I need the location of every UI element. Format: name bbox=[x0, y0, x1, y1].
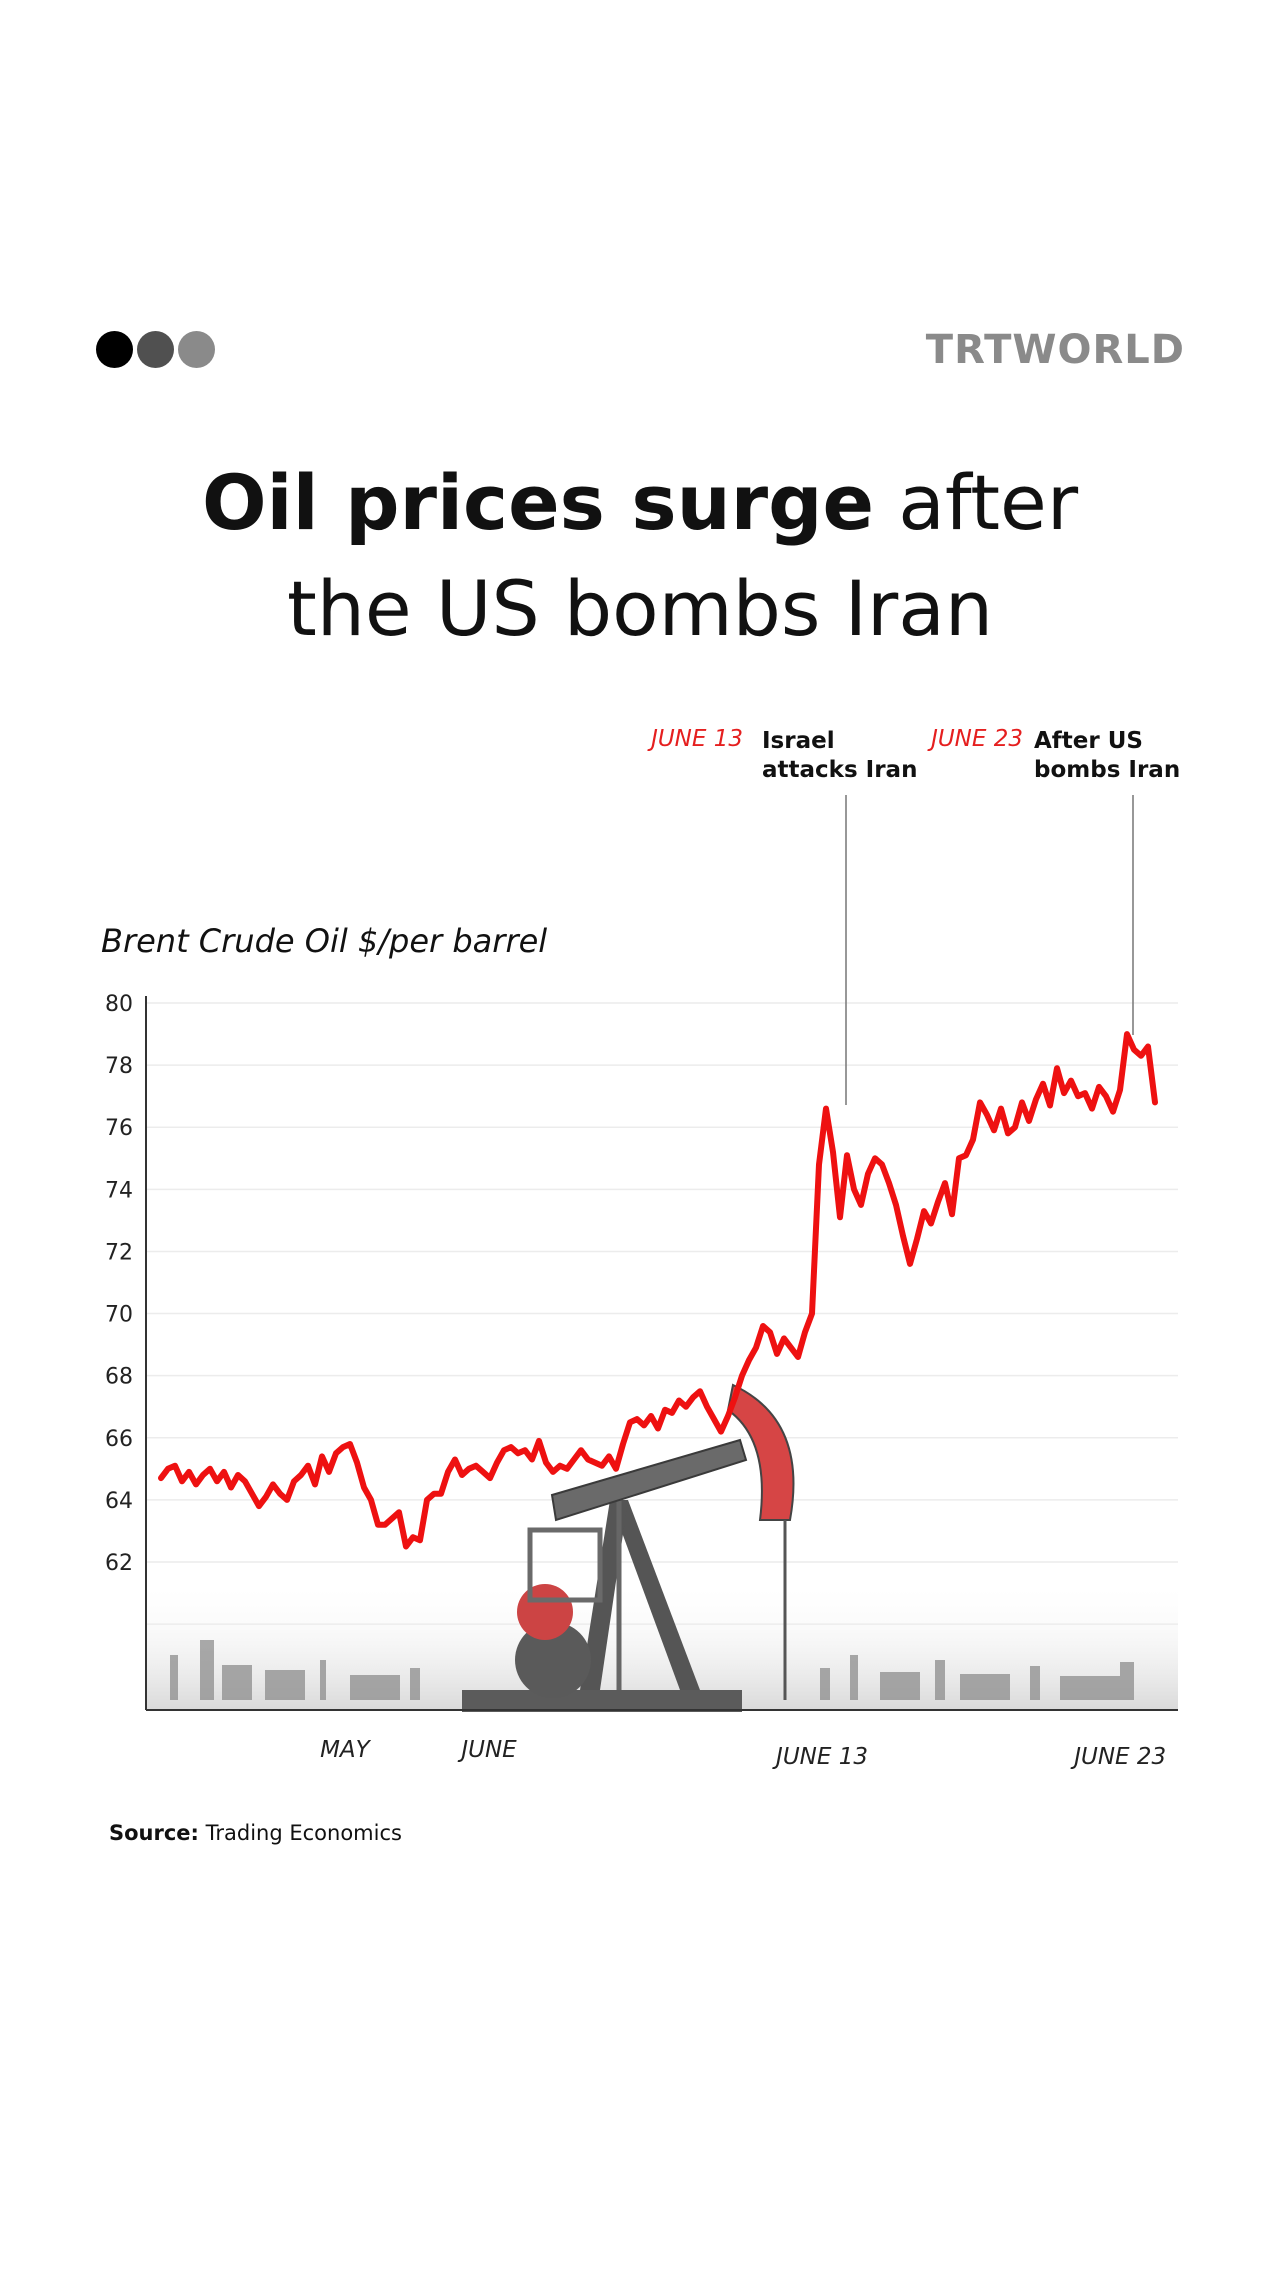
dot-black bbox=[96, 331, 133, 368]
y-tick-label: 72 bbox=[105, 1240, 133, 1265]
annotation-line-1: Israel bbox=[762, 728, 835, 754]
x-tick-label: JUNE 23 bbox=[1070, 1744, 1166, 1770]
annotation-text-june13: Israel attacks Iran bbox=[762, 727, 932, 785]
y-tick-label: 70 bbox=[105, 1303, 133, 1328]
y-tick-label: 76 bbox=[105, 1116, 133, 1141]
page-title: Oil prices surge after the US bombs Iran bbox=[0, 450, 1280, 662]
y-tick-label: 66 bbox=[105, 1427, 133, 1452]
annotation-date-june23: JUNE 23 bbox=[931, 726, 1023, 752]
grid-lines bbox=[146, 1002, 1178, 1625]
y-tick-label: 64 bbox=[105, 1489, 133, 1514]
annotation-text-june23: After US bombs Iran bbox=[1034, 727, 1204, 785]
y-tick-label: 74 bbox=[105, 1178, 133, 1203]
y-axis-ticks: 62 64 66 68 70 72 74 76 78 80 bbox=[105, 992, 133, 1576]
chart-title: Brent Crude Oil $/per barrel bbox=[101, 922, 548, 960]
dot-dark-gray bbox=[137, 331, 174, 368]
x-tick-label: MAY bbox=[320, 1737, 372, 1763]
title-bold: Oil prices surge bbox=[201, 458, 875, 547]
annotation-line-2: attacks Iran bbox=[762, 757, 918, 783]
source-text: Trading Economics bbox=[205, 1821, 402, 1845]
annotation-lines bbox=[845, 795, 1134, 1105]
source-note: Source: Trading Economics bbox=[109, 1821, 402, 1845]
annotation-line-2: bombs Iran bbox=[1034, 757, 1181, 783]
y-tick-label: 78 bbox=[105, 1054, 133, 1079]
x-tick-label: JUNE 13 bbox=[772, 1744, 868, 1770]
annotation-line-1: After US bbox=[1034, 728, 1143, 754]
title-rest: after bbox=[874, 458, 1079, 547]
source-label: Source: bbox=[109, 1821, 199, 1845]
window-dots bbox=[96, 331, 215, 368]
brent-price-line bbox=[158, 1031, 1158, 1550]
dot-gray bbox=[178, 331, 215, 368]
trtworld-logo: TRTWORLD bbox=[925, 327, 1185, 373]
axes bbox=[145, 996, 1178, 1711]
y-tick-label: 62 bbox=[105, 1551, 133, 1576]
x-tick-label: JUNE bbox=[457, 1737, 517, 1763]
title-line-2: the US bombs Iran bbox=[286, 564, 994, 653]
annotation-date-june13: JUNE 13 bbox=[651, 726, 743, 752]
title-line-1: Oil prices surge after bbox=[0, 450, 1280, 556]
x-axis-ticks: MAY JUNE JUNE 13 JUNE 23 bbox=[320, 1737, 1166, 1770]
y-tick-label: 80 bbox=[105, 992, 133, 1017]
series-layer bbox=[158, 1031, 1158, 1550]
skyline bbox=[170, 1640, 1134, 1700]
oil-price-chart: 62 64 66 68 70 72 74 76 78 80 bbox=[105, 795, 1178, 1770]
oilfield-illustration bbox=[146, 1383, 1178, 1712]
y-tick-label: 68 bbox=[105, 1365, 133, 1390]
pumpjack bbox=[462, 1383, 795, 1712]
